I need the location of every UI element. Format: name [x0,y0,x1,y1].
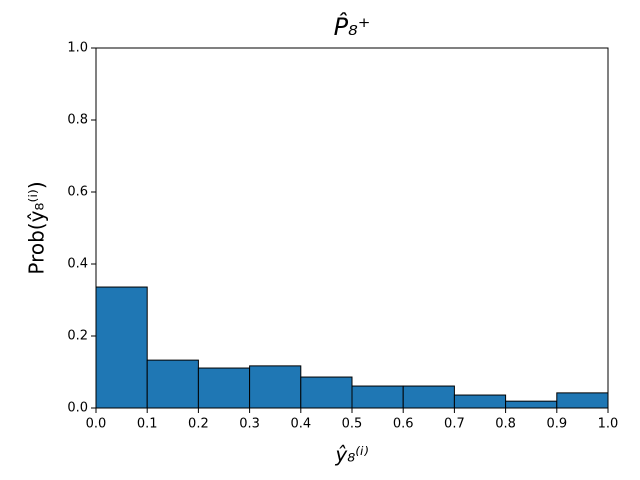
x-tick-label: 0.4 [290,417,311,432]
y-tick-label: 0.4 [67,257,88,272]
plot-frame [95,47,609,409]
x-tick-label: 0.6 [393,417,414,432]
y-tick-label: 0.6 [67,185,88,200]
histogram-bar [249,365,302,409]
histogram-bar [95,286,148,409]
y-tick-label: 0.8 [67,113,88,128]
y-tick-label: 0.0 [67,401,88,416]
y-tick-label: 0.2 [67,329,88,344]
y-axis-label: Prob(ŷ₈⁽ⁱ⁾) [25,181,49,274]
histogram-bar [197,367,251,409]
histogram-bar [556,392,609,409]
histogram-bar [402,385,455,409]
x-tick-label: 1.0 [598,417,619,432]
histogram-bar [453,394,507,409]
x-tick-label: 0.8 [495,417,516,432]
chart-title: P̂₈⁺ [334,13,371,41]
histogram-bar [146,359,199,409]
x-tick-label: 0.5 [342,417,363,432]
x-tick-label: 0.3 [239,417,260,432]
x-tick-label: 0.2 [188,417,209,432]
x-tick-label: 0.7 [444,417,465,432]
histogram-bar [300,376,353,409]
x-tick-label: 0.1 [137,417,158,432]
histogram-bar [505,400,558,409]
y-tick-label: 1.0 [67,41,88,56]
histogram-bar [351,385,404,409]
x-tick-label: 0.0 [86,417,107,432]
x-axis-label: ŷ₈⁽ⁱ⁾ [334,443,368,467]
x-tick-label: 0.9 [546,417,567,432]
